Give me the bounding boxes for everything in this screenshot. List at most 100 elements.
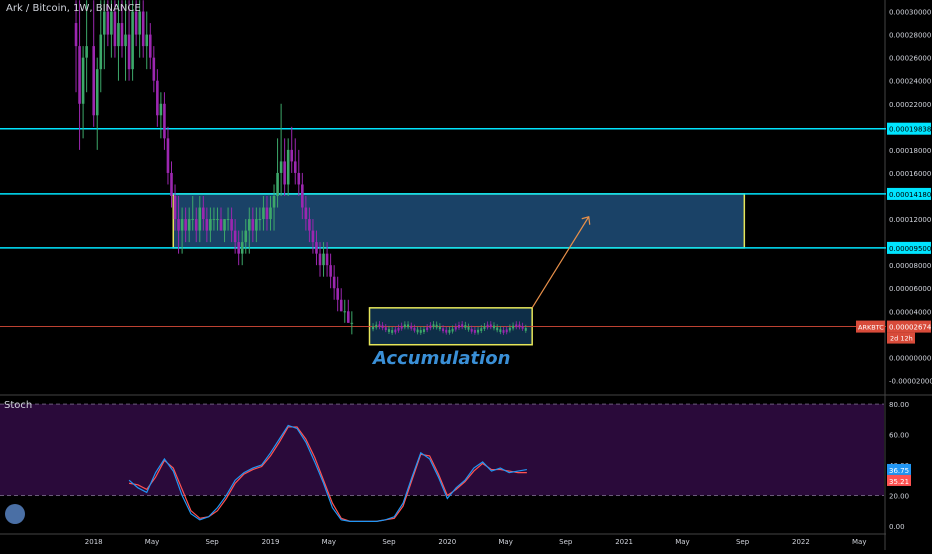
candle-body — [435, 324, 438, 328]
time-tick-label: May — [498, 538, 512, 546]
candle-body — [400, 325, 403, 329]
candle-body — [480, 328, 483, 332]
candle-body — [145, 34, 149, 47]
candle-body — [332, 276, 336, 289]
candle-body — [315, 242, 318, 254]
candle-body — [202, 207, 205, 220]
resistance-zone — [172, 193, 746, 249]
candle-body — [407, 324, 410, 328]
stoch-tick-label: 0.00 — [889, 523, 905, 531]
level-label: 0.00014180 — [889, 191, 931, 199]
candle-body — [397, 327, 400, 331]
candle-body — [85, 46, 88, 58]
candle-body — [180, 219, 184, 231]
candle-body — [448, 329, 451, 333]
candle-body — [445, 329, 448, 333]
candle-body — [483, 326, 486, 329]
time-tick-label: 2022 — [792, 538, 810, 546]
candle-body — [163, 103, 166, 139]
time-tick-label: Sep — [559, 538, 573, 546]
candle-body — [464, 325, 467, 328]
price-tick-label: 0.00012000 — [889, 216, 931, 224]
candle-body — [156, 80, 159, 116]
candle-body — [346, 311, 350, 323]
zones-group — [172, 193, 746, 346]
candle-body — [230, 219, 233, 231]
candle-body — [191, 219, 195, 221]
countdown-value: 2d 12h — [890, 335, 913, 343]
candle-body — [170, 172, 173, 196]
candle-body — [432, 324, 435, 328]
candle-body — [375, 324, 378, 328]
candle-body — [159, 103, 163, 116]
countdown-bg — [887, 332, 915, 344]
candle-body — [244, 230, 248, 243]
stoch-d-tag: 35.21 — [889, 478, 909, 486]
price-tick-label: -0.00002000 — [889, 377, 932, 385]
level-label-bg — [887, 241, 931, 254]
candle-body — [486, 324, 489, 328]
candle-body — [381, 325, 384, 329]
candle-body — [194, 219, 198, 231]
candle-body — [343, 311, 347, 313]
candle-body — [499, 329, 502, 333]
candle-body — [304, 207, 308, 220]
candle-body — [173, 196, 177, 220]
candle-body — [255, 219, 258, 231]
candle-body — [78, 46, 81, 104]
candle-body — [95, 69, 99, 116]
candle-body — [216, 219, 219, 221]
candle-body — [233, 230, 237, 243]
candle-body — [184, 219, 187, 231]
candle-body — [272, 196, 276, 208]
level-label-bg — [887, 122, 931, 135]
candle-body — [457, 324, 460, 328]
price-tick-label: 0.00000000 — [889, 354, 931, 362]
candle-body — [339, 299, 343, 312]
candle-body — [81, 57, 85, 104]
candle-body — [477, 329, 480, 333]
candle-body — [148, 34, 152, 58]
stoch-tick-label: 80.00 — [889, 401, 909, 409]
candle-body — [524, 328, 527, 331]
candle-body — [177, 219, 180, 231]
candle-body — [515, 324, 518, 328]
candle-body — [134, 11, 138, 35]
symbol-title: Ark / Bitcoin, 1W, BINANCE — [6, 3, 141, 14]
candle-body — [219, 219, 223, 231]
candles-group — [74, 0, 527, 335]
candle-body — [350, 322, 354, 324]
arrow-head — [581, 215, 591, 225]
candle-body — [429, 325, 432, 329]
candle-body — [454, 326, 457, 330]
candle-body — [265, 207, 269, 220]
candle-body — [138, 11, 141, 35]
candle-body — [311, 230, 315, 243]
candle-body — [286, 149, 290, 185]
candle-body — [387, 329, 390, 332]
accumulation-label: Accumulation — [371, 348, 510, 369]
level-label: 0.00009500 — [889, 245, 931, 253]
candle-body — [502, 330, 505, 333]
time-tick-label: 2019 — [262, 538, 280, 546]
candle-body — [283, 161, 286, 185]
candle-body — [212, 219, 216, 221]
candle-body — [279, 161, 283, 173]
candle-body — [240, 242, 244, 254]
candle-body — [442, 328, 445, 332]
candle-body — [325, 253, 329, 266]
candle-body — [518, 324, 521, 328]
price-tick-label: 0.00006000 — [889, 285, 931, 293]
candle-body — [422, 329, 425, 332]
candle-body — [467, 326, 470, 330]
candle-body — [276, 172, 279, 196]
candle-body — [461, 324, 464, 328]
time-tick-label: Sep — [736, 538, 750, 546]
candle-body — [473, 330, 476, 333]
candle-body — [103, 11, 106, 35]
price-tick-label: 0.00016000 — [889, 170, 931, 178]
candle-body — [426, 327, 429, 331]
price-tick-label: 0.00008000 — [889, 262, 931, 270]
tradingview-logo[interactable] — [5, 504, 25, 524]
candle-body — [505, 329, 508, 333]
